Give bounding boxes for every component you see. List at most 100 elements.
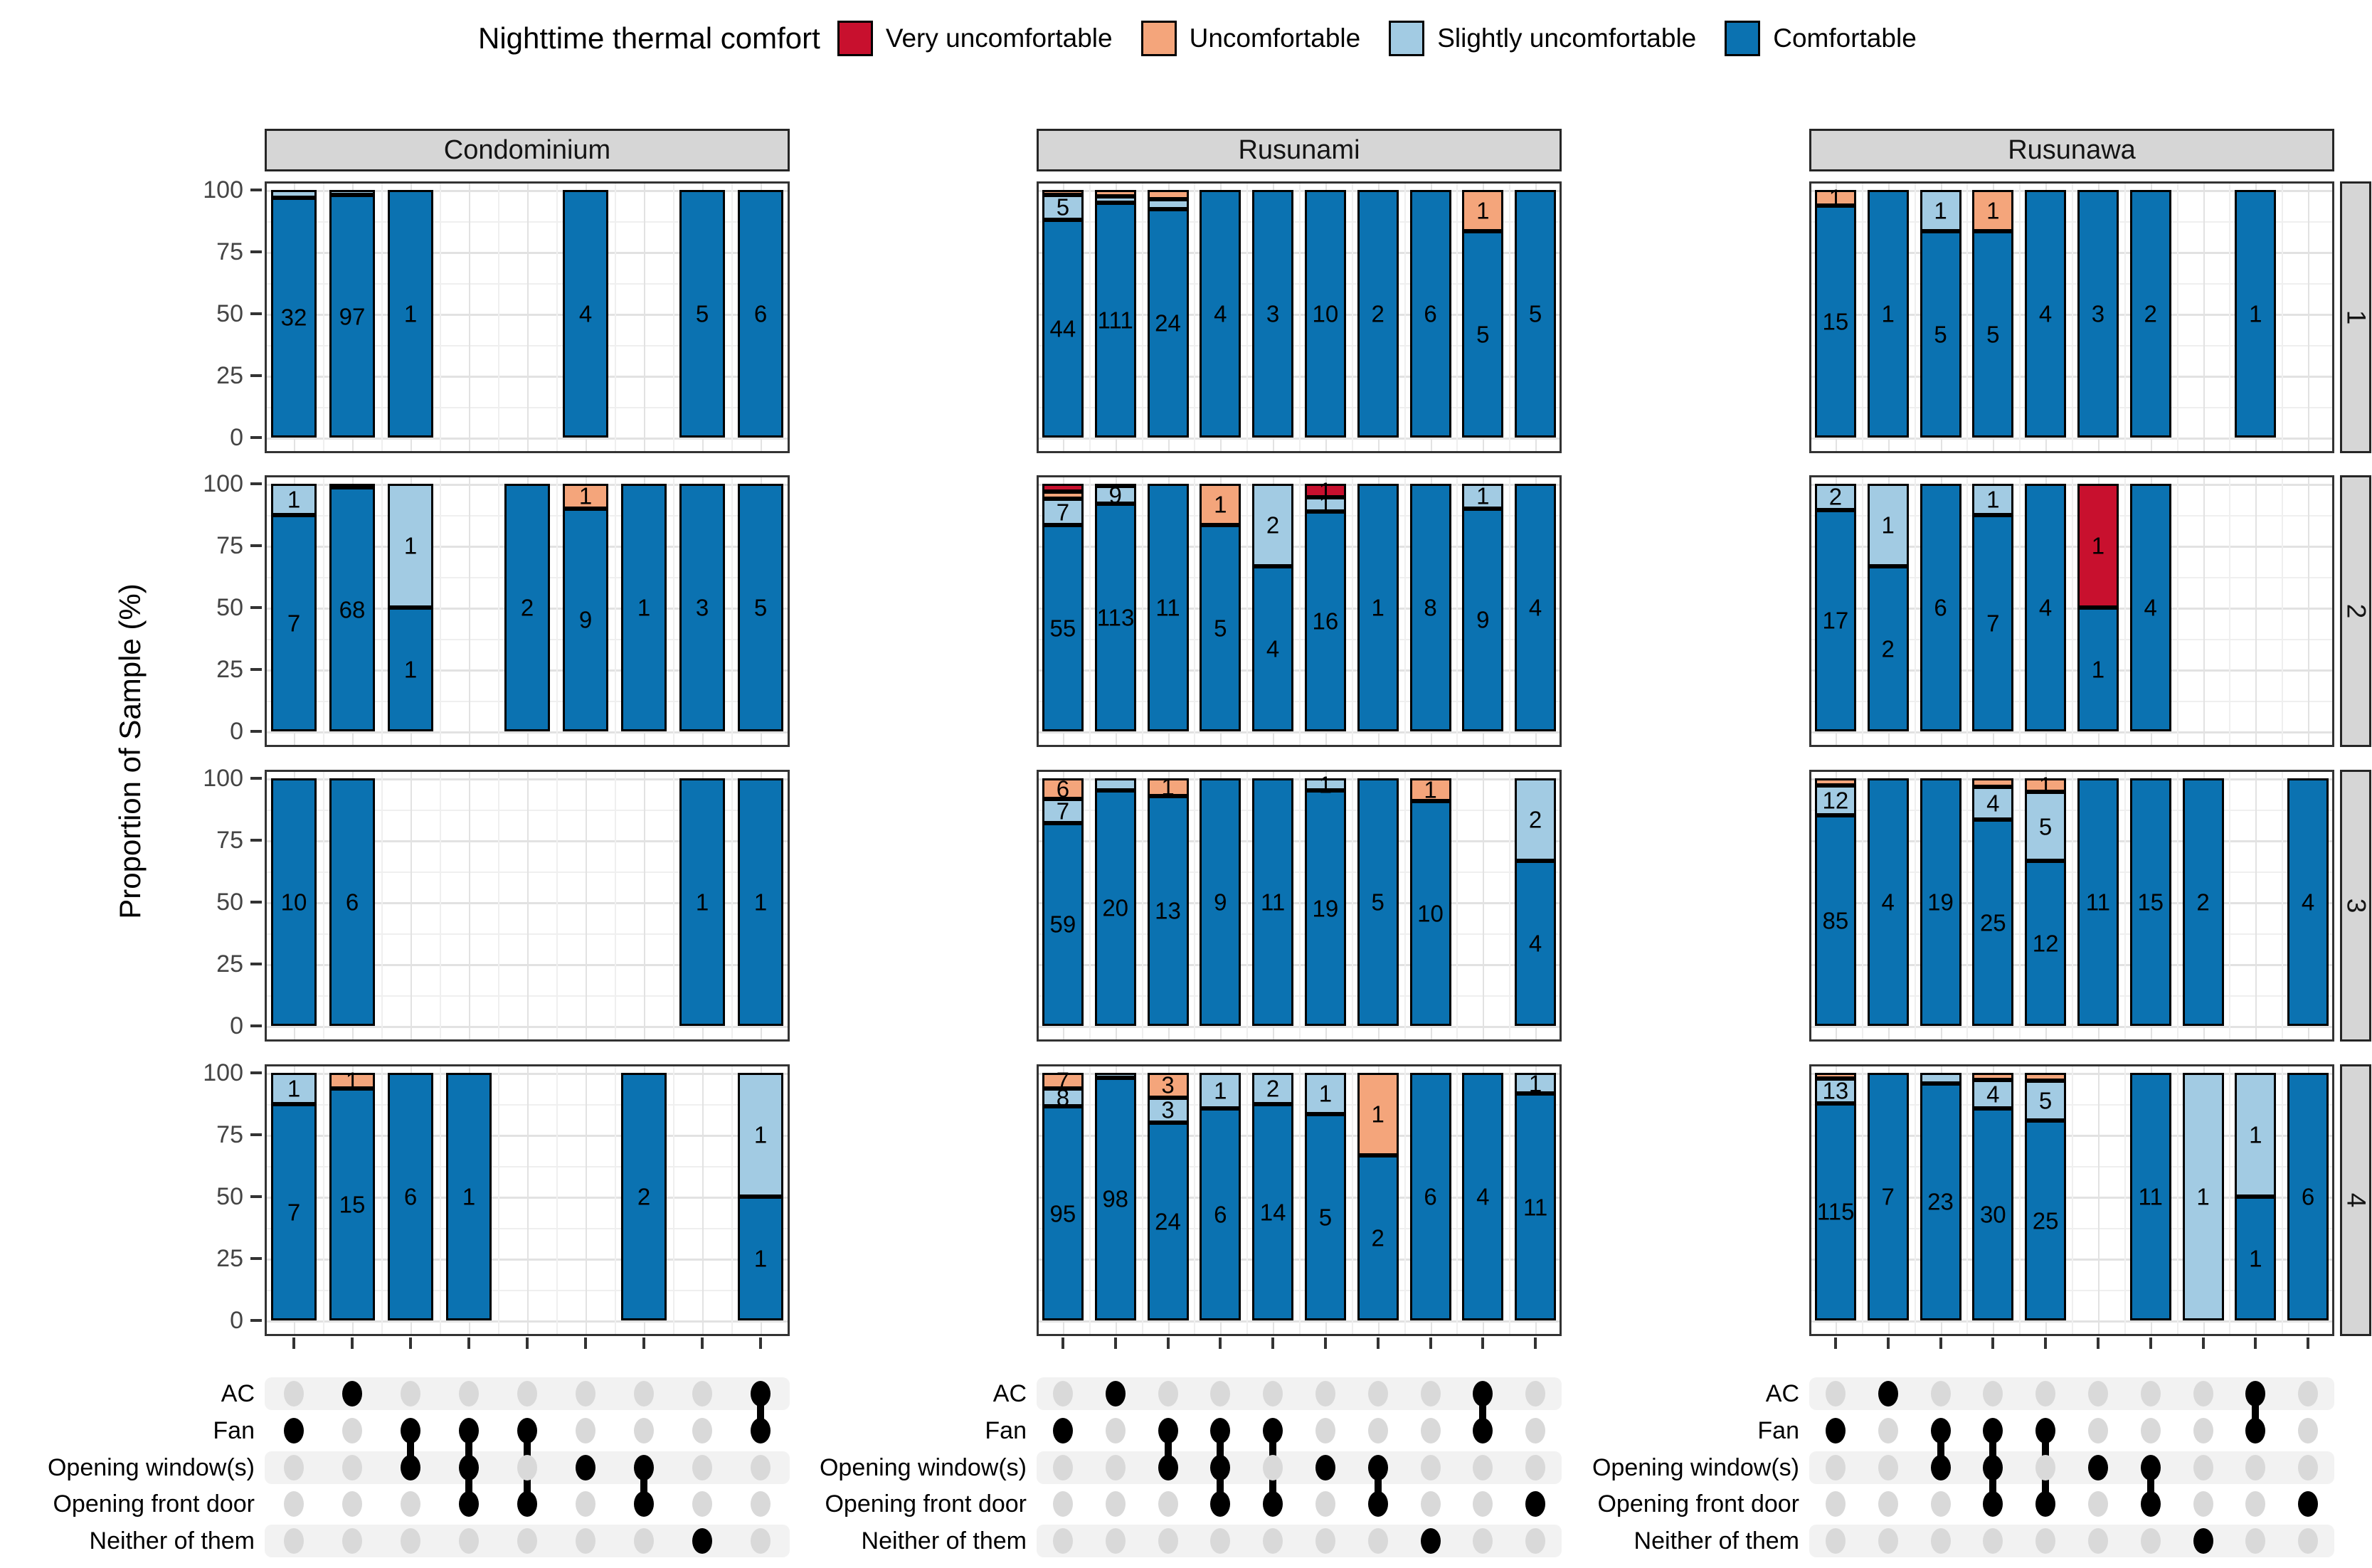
bar-segment-c: 1 xyxy=(738,1197,783,1320)
bar-segment-c: 14 xyxy=(1252,1103,1294,1320)
bar-segment-c: 3 xyxy=(679,484,725,731)
bar-value-label: 32 xyxy=(280,304,307,331)
bar-value-label: 15 xyxy=(339,1191,366,1218)
matrix-dot-active-icon xyxy=(2087,1455,2108,1480)
very-uncomfortable-swatch-icon xyxy=(837,21,873,56)
bar-segment-c: 55 xyxy=(1042,525,1084,731)
matrix-dot-icon xyxy=(1263,1381,1283,1407)
x-tick-mark-icon xyxy=(409,1337,412,1349)
gridline xyxy=(527,772,529,1039)
bar-segment-c: 4 xyxy=(2129,484,2171,731)
gridline xyxy=(615,184,616,451)
matrix-dot-active-icon xyxy=(1420,1528,1441,1554)
gridline xyxy=(2124,184,2126,451)
y-tick-mark-icon xyxy=(250,374,262,377)
bar-segment-c: 1 xyxy=(2235,1197,2277,1320)
matrix-dot-icon xyxy=(1315,1418,1335,1443)
bar-segment-u xyxy=(1042,190,1084,195)
bar-segment-c: 98 xyxy=(1094,1077,1136,1320)
x-tick-mark-icon xyxy=(1991,1337,1995,1349)
matrix-dot-icon xyxy=(1367,1528,1388,1554)
y-tick-mark-icon xyxy=(250,606,262,609)
gridline xyxy=(1509,184,1511,451)
gridline xyxy=(615,1066,616,1334)
matrix-dot-active-icon xyxy=(1158,1455,1178,1480)
bar-value-label: 11 xyxy=(2085,889,2111,916)
bar-segment-c: 15 xyxy=(1814,205,1856,438)
bar-value-label: 59 xyxy=(1049,911,1076,938)
bar-value-label: 3 xyxy=(695,594,709,621)
bar-segment-c: 111 xyxy=(1094,202,1136,438)
bar-value-label: 1 xyxy=(753,1121,768,1148)
x-tick-mark-icon xyxy=(1833,1337,1837,1349)
bar-value-label: 1 xyxy=(1986,486,2000,513)
bar-segment-s: 1 xyxy=(1515,1071,1557,1095)
gridline xyxy=(1509,1066,1511,1334)
matrix-dot-active-icon xyxy=(1210,1418,1231,1443)
gridline xyxy=(381,477,383,745)
bar-value-label: 1 xyxy=(1214,1077,1227,1104)
bar-segment-s xyxy=(1094,1073,1136,1078)
bar-value-label: 1 xyxy=(403,300,418,327)
matrix-dot-icon xyxy=(1930,1491,1951,1517)
matrix-dot-active-icon xyxy=(459,1455,479,1480)
matrix-dot-icon xyxy=(2140,1418,2161,1443)
matrix-dot-icon xyxy=(692,1381,712,1407)
matrix-dot-icon xyxy=(634,1418,654,1443)
bar-segment-c: 25 xyxy=(2025,1121,2067,1320)
matrix-dot-icon xyxy=(1105,1418,1126,1443)
matrix-dot-icon xyxy=(1420,1381,1441,1407)
y-tick-mark-icon xyxy=(250,436,262,439)
matrix-dot-icon xyxy=(1420,1418,1441,1443)
bar-value-label: 4 xyxy=(1881,889,1895,916)
matrix-dot-icon xyxy=(1420,1491,1441,1517)
bar-value-label: 1 xyxy=(753,1245,768,1272)
gridline xyxy=(2229,477,2231,745)
slightly-uncomfortable-swatch-icon xyxy=(1389,21,1425,56)
y-tick-mark-icon xyxy=(250,1319,262,1322)
bar-segment-c: 6 xyxy=(2287,1073,2329,1320)
bar-value-label: 2 xyxy=(520,594,534,621)
x-tick-mark-icon xyxy=(1166,1337,1170,1349)
gridline xyxy=(2282,184,2284,451)
gridline xyxy=(1246,1066,1249,1334)
legend-label: Very uncomfortable xyxy=(885,23,1113,53)
matrix-dot-icon xyxy=(284,1491,304,1517)
matrix-dot-icon xyxy=(1210,1528,1231,1554)
matrix-connector xyxy=(2146,1468,2154,1504)
bar-segment-s xyxy=(329,190,375,196)
matrix-connector xyxy=(1937,1431,1944,1468)
gridline xyxy=(1089,184,1091,451)
bar-value-label: 11 xyxy=(1260,889,1286,916)
bar-segment-c: 115 xyxy=(1814,1103,1856,1320)
matrix-dot-icon xyxy=(284,1528,304,1554)
legend-item-uncomfortable: Uncomfortable xyxy=(1140,21,1360,56)
bar-segment-s: 4 xyxy=(1972,786,2014,820)
bar-segment-s: 1 xyxy=(1304,773,1346,796)
bar-segment-c: 113 xyxy=(1094,504,1136,731)
matrix-dot-icon xyxy=(1105,1528,1126,1554)
bar-value-label: 55 xyxy=(1049,615,1076,642)
gridline xyxy=(411,772,412,1039)
matrix-dot-icon xyxy=(1210,1381,1231,1407)
x-tick-mark-icon xyxy=(584,1337,587,1349)
bar-value-label: 5 xyxy=(753,594,768,621)
bar-value-label: 1 xyxy=(462,1183,476,1210)
bar-value-label: 6 xyxy=(345,889,359,916)
x-tick-mark-icon xyxy=(2149,1337,2152,1349)
matrix-dot-icon xyxy=(1105,1455,1126,1480)
gridline xyxy=(323,1066,324,1334)
bar-value-label: 7 xyxy=(1986,610,2000,637)
bar-value-label: 23 xyxy=(1927,1188,1954,1215)
bar-value-label: 1 xyxy=(287,1075,301,1102)
matrix-dot-icon xyxy=(1825,1528,1846,1554)
bar-segment-c: 59 xyxy=(1042,822,1084,1026)
x-tick-mark-icon xyxy=(2096,1337,2100,1349)
bar-segment-c: 4 xyxy=(1200,190,1241,438)
bar-segment-u: 7 xyxy=(1042,1069,1084,1093)
x-tick-mark-icon xyxy=(642,1337,645,1349)
matrix-row-label: Opening front door xyxy=(53,1490,255,1517)
bar-value-label: 6 xyxy=(1214,1201,1227,1228)
x-tick-mark-icon xyxy=(351,1337,354,1349)
